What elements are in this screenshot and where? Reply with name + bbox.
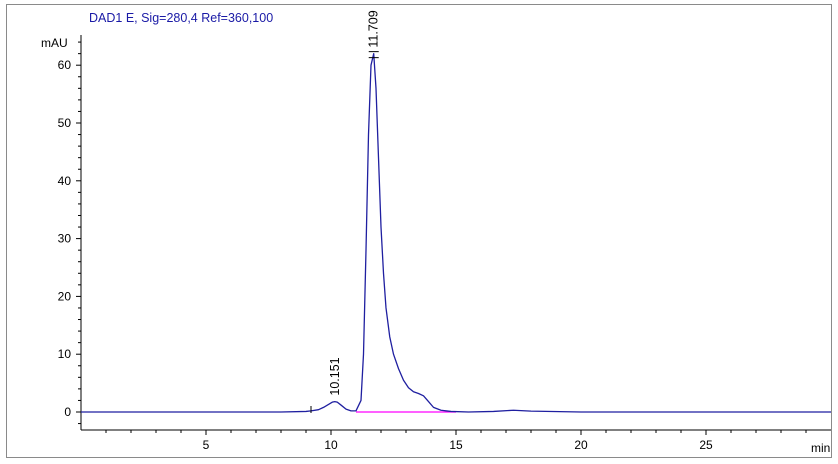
chart-frame: DAD1 E, Sig=280,4 Ref=360,100 mAU min 0 1…	[6, 4, 832, 458]
y-tick-label: 60	[58, 58, 72, 72]
y-tick-label: 40	[58, 174, 72, 188]
x-axis-label: min	[811, 441, 830, 455]
peak-labels: 10.151 11.709	[328, 10, 381, 395]
y-axis-label: mAU	[41, 36, 68, 50]
x-tick-label: 25	[699, 438, 713, 452]
x-tick-label: 20	[574, 438, 588, 452]
y-tick-label: 10	[58, 347, 72, 361]
signal-trace	[81, 52, 831, 413]
peak-label: 11.709	[367, 10, 381, 47]
x-tick-label: 10	[324, 438, 338, 452]
y-tick-label: 30	[58, 232, 72, 246]
peak-label: 10.151	[328, 357, 342, 395]
x-tick-label: 15	[449, 438, 463, 452]
y-tick-label: 20	[58, 289, 72, 303]
chromatogram-chart: DAD1 E, Sig=280,4 Ref=360,100 mAU min 0 1…	[41, 10, 831, 455]
signal-title: DAD1 E, Sig=280,4 Ref=360,100	[89, 11, 273, 25]
axis-ticks: 0 10 20 30 40 50 60 5 10 15 20 25	[58, 41, 807, 452]
y-tick-label: 50	[58, 116, 72, 130]
axes	[80, 35, 831, 431]
x-tick-label: 5	[203, 438, 210, 452]
plot-lines	[81, 51, 831, 413]
y-tick-label: 0	[64, 405, 71, 419]
